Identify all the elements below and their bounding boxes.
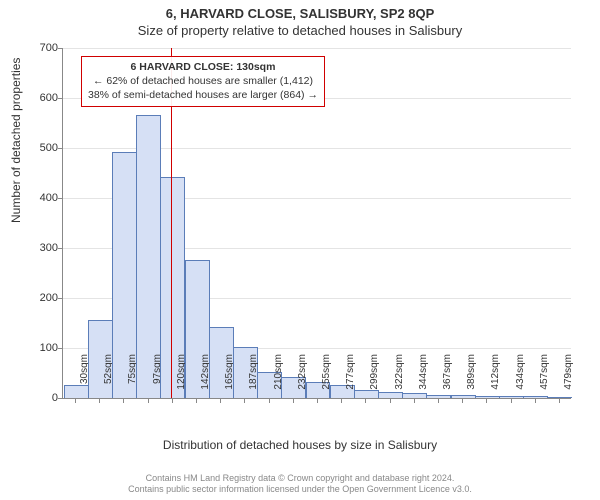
xtick-mark xyxy=(99,398,100,403)
xtick-mark xyxy=(317,398,318,403)
page-subtitle: Size of property relative to detached ho… xyxy=(0,21,600,38)
ytick-mark xyxy=(58,148,63,149)
y-axis-label: Number of detached properties xyxy=(9,58,23,223)
histogram-chart: Number of detached properties 30sqm52sqm… xyxy=(62,48,570,398)
xtick-mark xyxy=(559,398,560,403)
xtick-mark xyxy=(390,398,391,403)
xtick-mark xyxy=(414,398,415,403)
ytick-mark xyxy=(58,348,63,349)
ytick-mark xyxy=(58,198,63,199)
ytick-mark xyxy=(58,298,63,299)
footer-line-2: Contains public sector information licen… xyxy=(0,484,600,496)
chart-container: 6, HARVARD CLOSE, SALISBURY, SP2 8QP Siz… xyxy=(0,0,600,500)
xtick-mark xyxy=(123,398,124,403)
annotation-line-3: 38% of semi-detached houses are larger (… xyxy=(88,88,318,102)
xtick-mark xyxy=(365,398,366,403)
ytick-label: 500 xyxy=(28,142,58,154)
ytick-mark xyxy=(58,248,63,249)
ytick-mark xyxy=(58,98,63,99)
ytick-label: 0 xyxy=(28,392,58,404)
xtick-mark xyxy=(148,398,149,403)
xtick-mark xyxy=(535,398,536,403)
xtick-mark xyxy=(462,398,463,403)
ytick-label: 700 xyxy=(28,42,58,54)
ytick-label: 100 xyxy=(28,342,58,354)
xtick-mark xyxy=(486,398,487,403)
xtick-mark xyxy=(244,398,245,403)
ytick-mark xyxy=(58,48,63,49)
ytick-label: 400 xyxy=(28,192,58,204)
gridline xyxy=(63,48,571,49)
xtick-mark xyxy=(341,398,342,403)
xtick-label: 479sqm xyxy=(563,354,574,404)
ytick-label: 600 xyxy=(28,92,58,104)
ytick-label: 300 xyxy=(28,242,58,254)
xtick-mark xyxy=(269,398,270,403)
annotation-line-2: ← 62% of detached houses are smaller (1,… xyxy=(88,74,318,88)
plot-area: 30sqm52sqm75sqm97sqm120sqm142sqm165sqm18… xyxy=(62,48,571,399)
xtick-mark xyxy=(220,398,221,403)
xtick-mark xyxy=(172,398,173,403)
xtick-mark xyxy=(75,398,76,403)
xtick-mark xyxy=(438,398,439,403)
x-axis-label: Distribution of detached houses by size … xyxy=(0,438,600,452)
xtick-mark xyxy=(293,398,294,403)
ytick-label: 200 xyxy=(28,292,58,304)
footer-attribution: Contains HM Land Registry data © Crown c… xyxy=(0,473,600,496)
page-title: 6, HARVARD CLOSE, SALISBURY, SP2 8QP xyxy=(0,0,600,21)
footer-line-1: Contains HM Land Registry data © Crown c… xyxy=(0,473,600,485)
xtick-mark xyxy=(196,398,197,403)
annotation-line-1: 6 HARVARD CLOSE: 130sqm xyxy=(88,60,318,74)
annotation-box: 6 HARVARD CLOSE: 130sqm← 62% of detached… xyxy=(81,56,325,107)
ytick-mark xyxy=(58,398,63,399)
xtick-mark xyxy=(511,398,512,403)
